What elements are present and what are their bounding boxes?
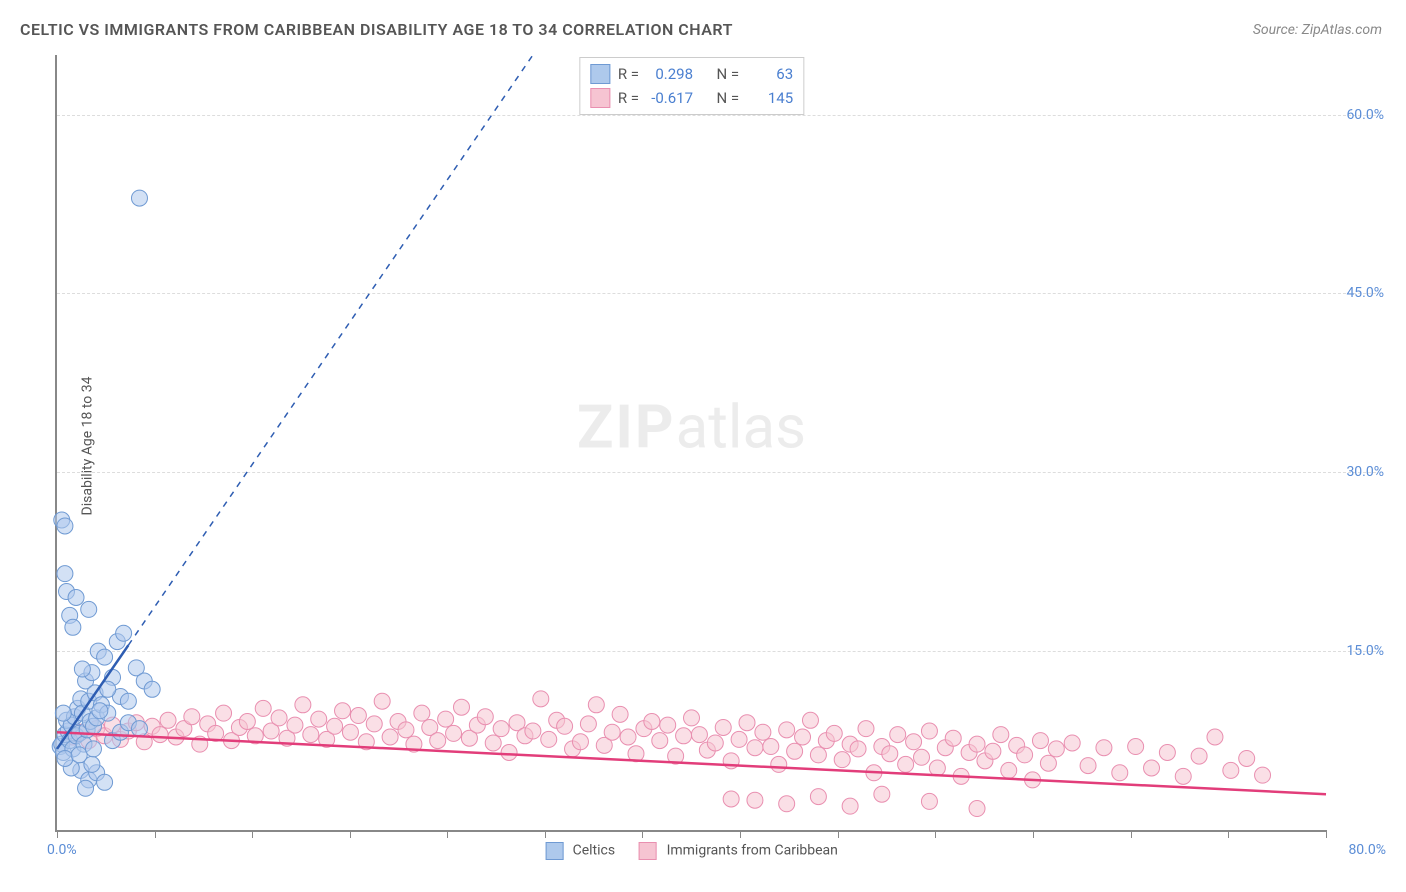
plot-area: ZIPatlas 0.0% 80.0% R = 0.298 N = 63 R =… xyxy=(55,55,1326,832)
legend-item-1: Celtics xyxy=(545,842,615,860)
stats-swatch-2 xyxy=(590,88,610,108)
legend-swatch-1 xyxy=(545,842,563,860)
stats-swatch-1 xyxy=(590,64,610,84)
bottom-legend: Celtics Immigrants from Caribbean xyxy=(545,842,838,860)
stats-box: R = 0.298 N = 63 R = -0.617 N = 145 xyxy=(579,57,804,115)
stats-row-1: R = 0.298 N = 63 xyxy=(590,62,793,86)
legend-swatch-2 xyxy=(639,842,657,860)
stats-row-2: R = -0.617 N = 145 xyxy=(590,86,793,110)
chart-title: CELTIC VS IMMIGRANTS FROM CARIBBEAN DISA… xyxy=(20,20,733,39)
correlation-chart: CELTIC VS IMMIGRANTS FROM CARIBBEAN DISA… xyxy=(0,0,1406,892)
plot-svg xyxy=(57,55,1326,830)
x-max-label: 80.0% xyxy=(1348,842,1386,858)
x-origin-label: 0.0% xyxy=(47,842,77,858)
source-label: Source: ZipAtlas.com xyxy=(1253,22,1382,38)
legend-item-2: Immigrants from Caribbean xyxy=(639,842,838,860)
